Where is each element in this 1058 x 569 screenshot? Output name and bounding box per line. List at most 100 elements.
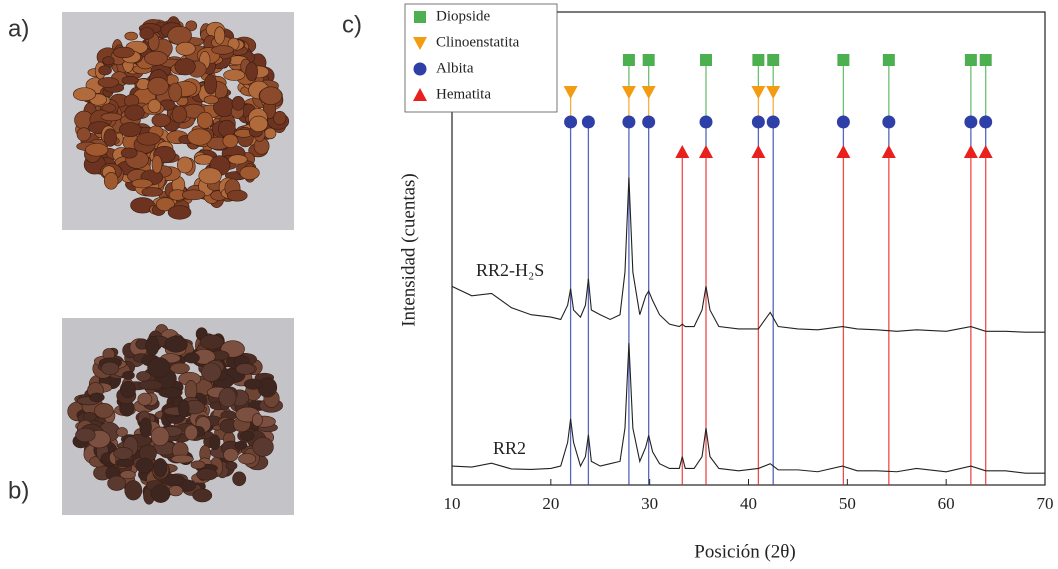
rock (223, 447, 239, 462)
rock (89, 392, 105, 403)
rock (201, 362, 222, 382)
rock (100, 361, 120, 376)
rock (83, 412, 97, 422)
phase-marker (766, 115, 780, 129)
rock (116, 427, 128, 438)
legend-label: Hematita (436, 86, 491, 102)
rock (211, 45, 234, 55)
rock (231, 96, 245, 111)
rock (135, 457, 154, 474)
rock (103, 172, 119, 190)
legend-marker (414, 11, 426, 23)
rock (218, 387, 237, 408)
rock (226, 189, 248, 202)
rock (94, 403, 114, 419)
rock (251, 413, 263, 427)
phase-marker (964, 54, 977, 66)
rock (75, 427, 96, 443)
rock (147, 77, 169, 96)
phase-marker (766, 86, 781, 99)
rock (199, 334, 224, 350)
rock (184, 424, 198, 441)
phase-marker (979, 115, 993, 129)
x-tick-label: 60 (938, 494, 955, 513)
rock (119, 122, 142, 138)
phase-marker (622, 115, 636, 129)
rock (167, 205, 192, 220)
rock (124, 31, 138, 41)
rock (259, 86, 283, 105)
phase-marker (836, 145, 851, 158)
rock (192, 488, 213, 503)
x-tick-label: 10 (444, 494, 461, 513)
rock (245, 61, 258, 82)
rock (204, 74, 218, 95)
x-tick-label: 30 (641, 494, 658, 513)
rock (240, 430, 255, 441)
rock (141, 187, 163, 197)
pattern-line (451, 177, 1045, 333)
legend-marker (413, 37, 427, 50)
rock (183, 352, 200, 364)
rock (103, 128, 117, 147)
legend-marker (413, 88, 427, 101)
rock (136, 371, 151, 382)
rock (139, 417, 152, 438)
rock (72, 87, 97, 102)
x-axis-title: Posición (2θ) (694, 541, 795, 562)
panel-label: b) (8, 477, 29, 504)
rock (228, 154, 248, 165)
rock (76, 127, 91, 142)
rock (97, 77, 120, 88)
y-axis-title: Intensidad (cuentas) (398, 173, 419, 327)
rock (239, 165, 260, 180)
rock (196, 111, 214, 129)
rock (225, 461, 238, 471)
rock (264, 127, 277, 140)
rock (101, 103, 117, 113)
phase-marker (978, 145, 993, 158)
rock (151, 113, 171, 128)
rock (113, 446, 133, 460)
rock (167, 26, 192, 45)
rock (85, 143, 109, 157)
rock (151, 484, 171, 503)
pattern-line (451, 343, 1045, 474)
rock (122, 371, 135, 380)
rock (164, 335, 188, 353)
rock (249, 115, 269, 133)
rock (155, 197, 175, 212)
phase-marker (699, 145, 714, 158)
rock (98, 65, 112, 76)
phase-marker (751, 115, 765, 129)
rock (181, 189, 206, 201)
rock (171, 105, 188, 124)
legend-label: Diopside (436, 8, 491, 24)
x-tick-label: 20 (542, 494, 559, 513)
rock (203, 95, 219, 105)
phase-marker (836, 115, 850, 129)
rock (198, 167, 222, 185)
rock (124, 104, 145, 121)
panel-label: c) (342, 11, 362, 38)
phase-marker (563, 86, 578, 99)
x-tick-label: 40 (740, 494, 757, 513)
rock (145, 336, 160, 356)
rock (121, 75, 139, 85)
rock (151, 155, 163, 174)
phase-marker (881, 145, 896, 158)
rock (175, 41, 196, 56)
rock (234, 441, 248, 450)
rock (243, 378, 263, 390)
phase-marker (699, 115, 713, 129)
rock (131, 178, 153, 189)
phase-marker (882, 115, 896, 129)
phase-marker (675, 145, 690, 158)
rock (120, 147, 138, 159)
phase-marker (564, 115, 578, 129)
phase-marker (621, 86, 636, 99)
rock (107, 475, 127, 491)
legend-box (404, 3, 558, 113)
rock (150, 426, 170, 447)
rock (147, 99, 162, 114)
